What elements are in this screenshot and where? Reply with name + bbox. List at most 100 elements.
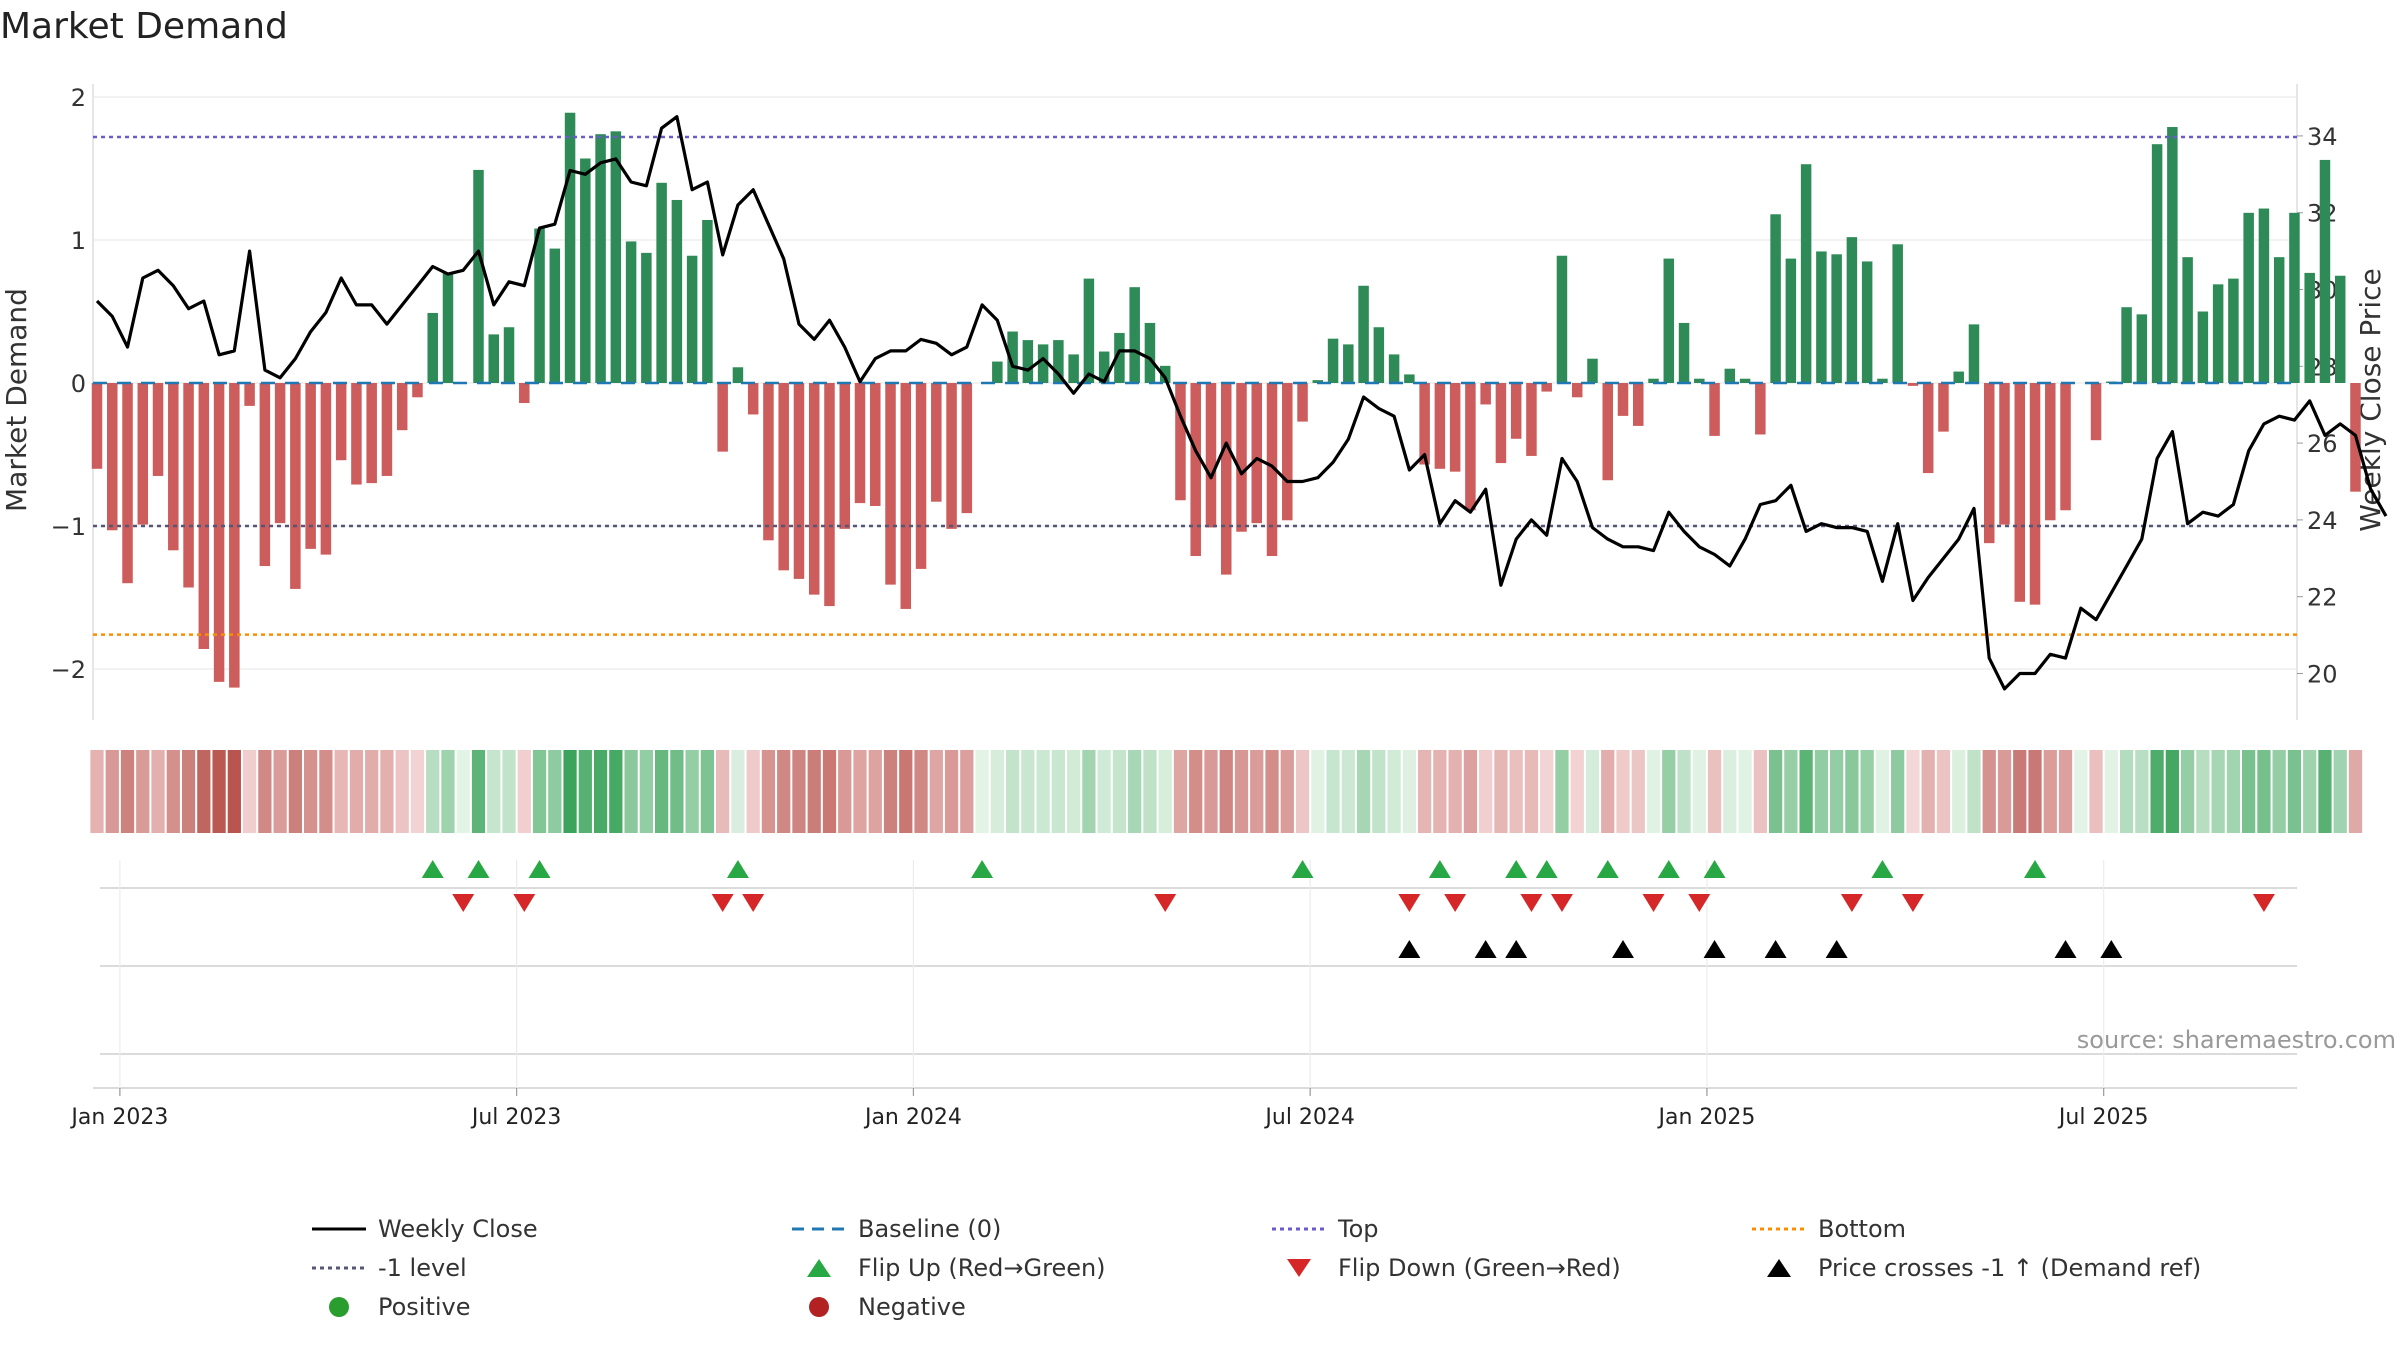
flip-up-marker xyxy=(971,860,994,878)
demand-bar xyxy=(2319,159,2331,383)
heat-strip-cell xyxy=(746,750,760,833)
heat-strip-cell xyxy=(883,750,898,833)
heat-strip-cell xyxy=(1097,750,1111,833)
heat-strip-cell xyxy=(1021,750,1035,833)
legend-weekly-close-swatch xyxy=(312,1227,366,1231)
heat-strip-cell xyxy=(1036,750,1050,833)
heat-strip-cell xyxy=(1265,750,1279,833)
demand-bar xyxy=(1205,383,1217,528)
legend-bottom-label: Bottom xyxy=(1818,1215,1907,1243)
heat-strip-cell xyxy=(2303,750,2317,833)
demand-bar xyxy=(2258,208,2270,383)
heat-strip-cell xyxy=(1234,750,1249,833)
demand-bar xyxy=(351,383,362,485)
demand-bar xyxy=(595,134,606,383)
heat-strip-cell xyxy=(212,750,226,833)
heat-strip-cell xyxy=(1112,750,1127,833)
demand-bar xyxy=(2045,383,2056,521)
legend-top: Top xyxy=(1260,1212,1379,1246)
heat-strip-cell xyxy=(1891,750,1905,833)
heat-strip-cell xyxy=(822,750,837,833)
demand-bar xyxy=(1465,383,1476,511)
flip-down-marker xyxy=(1444,894,1467,912)
flip-down-marker xyxy=(742,894,765,912)
heat-strip-cell xyxy=(1463,750,1478,833)
legend-weekly-close: Weekly Close xyxy=(300,1212,538,1246)
heat-strip-cell xyxy=(975,750,989,833)
demand-bar xyxy=(1495,383,1507,464)
right-tick-label: 26 xyxy=(2307,430,2338,458)
demand-bar xyxy=(2228,278,2239,383)
heat-strip-cell xyxy=(365,750,379,833)
heat-strip-cell xyxy=(2348,750,2363,833)
demand-bar xyxy=(2029,383,2041,605)
heat-strip-cell xyxy=(1295,750,1310,833)
flip-up-marker xyxy=(2024,860,2047,878)
heat-strip-cell xyxy=(1707,750,1722,833)
heat-strip-cell xyxy=(166,750,180,833)
legend-positive: Positive xyxy=(300,1290,471,1324)
heat-strip-cell xyxy=(181,750,196,833)
demand-bar xyxy=(564,112,576,383)
demand-bar xyxy=(2060,383,2071,511)
demand-bar xyxy=(274,383,286,524)
demand-bar xyxy=(2151,144,2163,383)
demand-bar xyxy=(1251,383,1263,524)
heat-strip-cell xyxy=(1677,750,1691,833)
heat-strip-cell xyxy=(1723,750,1737,833)
heat-strip-cell xyxy=(2089,750,2103,833)
heat-strip-cell xyxy=(639,750,653,833)
heat-strip-cell xyxy=(426,750,440,833)
heat-strip-cell xyxy=(1952,750,1966,833)
chart-title: Market Demand xyxy=(0,6,288,47)
right-tick-label: 34 xyxy=(2307,123,2338,151)
left-tick-label: −2 xyxy=(51,656,86,684)
demand-bar xyxy=(2304,272,2315,383)
heat-strip-cell xyxy=(288,750,303,833)
heat-strip-cell xyxy=(2180,750,2195,833)
demand-bar xyxy=(290,383,301,589)
heat-strip-cell xyxy=(2211,750,2225,833)
heat-strip-cell xyxy=(1921,750,1935,833)
demand-bar xyxy=(1327,338,1339,383)
demand-bar xyxy=(854,383,866,504)
heat-strip-cell xyxy=(1005,750,1020,833)
demand-bar xyxy=(1037,344,1049,383)
demand-bar xyxy=(396,383,408,431)
heat-strip-cell xyxy=(502,750,516,833)
flip-up-marker xyxy=(1291,860,1314,878)
heat-strip-cell xyxy=(654,750,669,833)
heat-strip-cell xyxy=(1555,750,1569,833)
demand-bar xyxy=(1434,383,1446,469)
demand-bar xyxy=(2136,314,2148,383)
heat-strip-cell xyxy=(1860,750,1874,833)
heat-strip-cell xyxy=(1341,750,1355,833)
demand-bar xyxy=(793,383,805,579)
heat-strip-cell xyxy=(1570,750,1584,833)
heat-strip-cell xyxy=(609,750,623,833)
demand-bar xyxy=(1800,164,1812,383)
legend-positive-swatch xyxy=(329,1297,349,1317)
demand-bar xyxy=(183,383,194,588)
heat-strip-cell xyxy=(2028,750,2042,833)
heat-strip-cell xyxy=(1143,750,1157,833)
heat-strip-cell xyxy=(532,750,547,833)
heat-strip-cell xyxy=(761,750,776,833)
heat-strip-cell xyxy=(1219,750,1233,833)
flip-down-marker xyxy=(1520,894,1543,912)
flip-down-marker xyxy=(513,894,536,912)
heat-strip-cell xyxy=(136,750,150,833)
demand-bar xyxy=(1648,378,1659,383)
legend-positive-label: Positive xyxy=(378,1293,471,1321)
demand-bar xyxy=(1541,383,1552,392)
price-cross-marker xyxy=(1398,940,1421,958)
price-cross-marker xyxy=(1703,940,1726,958)
demand-bar xyxy=(1877,378,1888,383)
demand-bar xyxy=(1373,327,1385,383)
demand-bar xyxy=(1449,383,1461,472)
weekly-close-line xyxy=(95,115,2388,691)
right-tick-label: 24 xyxy=(2307,507,2338,535)
heat-strip-cell xyxy=(624,750,638,833)
heat-strip-cell xyxy=(1494,750,1508,833)
demand-bar xyxy=(137,383,149,525)
